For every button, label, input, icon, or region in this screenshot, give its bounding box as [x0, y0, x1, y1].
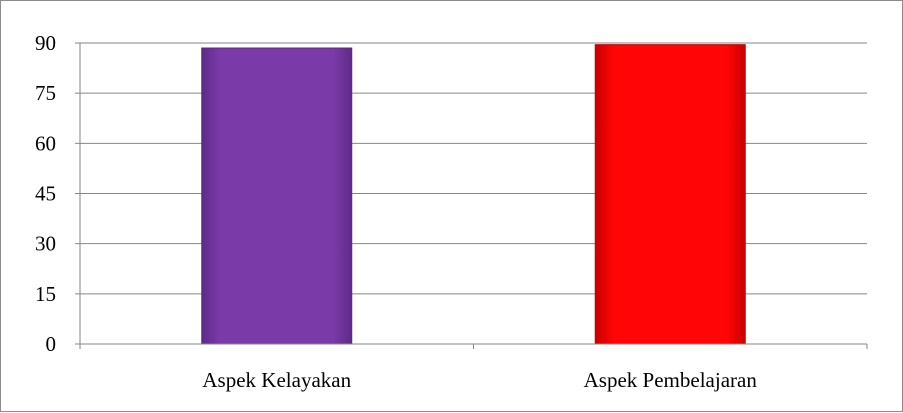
y-tick-label: 0	[46, 332, 57, 356]
y-tick-label: 15	[35, 282, 56, 306]
axes	[75, 42, 868, 349]
x-category-label: Aspek Kelayakan	[202, 368, 351, 392]
y-tick-label: 75	[35, 81, 56, 105]
bars	[201, 44, 746, 345]
y-tick-label: 45	[35, 182, 56, 206]
y-tick-label: 60	[35, 131, 56, 155]
gridlines	[80, 42, 867, 295]
y-tick-label: 30	[35, 232, 56, 256]
bar-aspek-pembelajaran	[594, 44, 746, 345]
y-tick-label: 90	[35, 31, 56, 55]
bar-aspek-kelayakan	[201, 47, 353, 345]
x-axis-category-labels: Aspek Kelayakan Aspek Pembelajaran	[202, 368, 757, 392]
x-category-label: Aspek Pembelajaran	[584, 368, 758, 392]
y-axis-tick-labels: 0 15 30 45 60 75 90	[35, 31, 56, 356]
